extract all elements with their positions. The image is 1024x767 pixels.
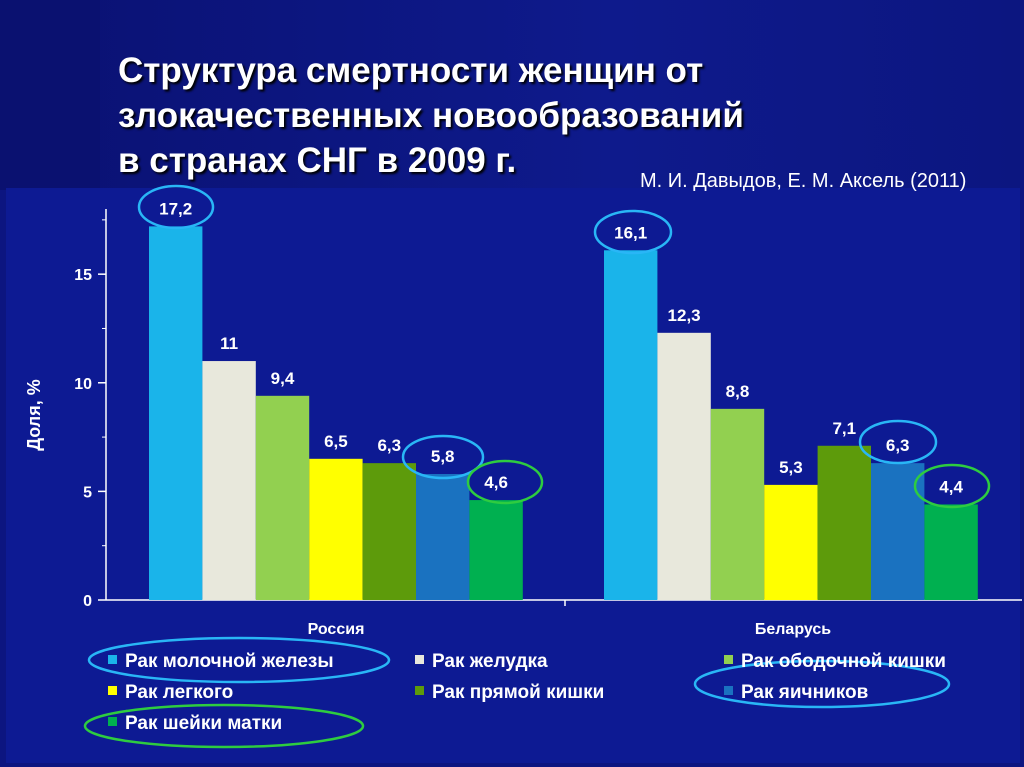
legend-swatch [108, 717, 117, 727]
y-tick-label: 5 [83, 484, 92, 501]
bar-value-label: 16,1 [614, 223, 647, 242]
legend-item: Рак яичников [724, 682, 868, 704]
bar-russia-5 [416, 474, 470, 600]
legend-item: Рак желудка [415, 651, 548, 673]
legend-swatch [415, 655, 424, 665]
y-axis-title: Доля, % [24, 379, 44, 451]
legend-label: Рак желудка [432, 651, 548, 672]
bar-value-label: 8,8 [726, 382, 750, 401]
bar-value-label: 6,3 [886, 436, 910, 455]
source-citation: М. И. Давыдов, Е. М. Аксель (2011) [640, 170, 967, 192]
x-category-label: Беларусь [755, 621, 831, 638]
legend-label: Рак легкого [125, 682, 234, 703]
title-line-2: злокачественных новообразований [118, 96, 744, 135]
slide-side-band [0, 0, 100, 190]
bar-russia-6 [469, 500, 523, 600]
legend-highlight-ovarian [693, 659, 951, 709]
highlight-ellipse-russia-ovarian [401, 434, 485, 480]
bar-value-label: 6,3 [377, 436, 401, 455]
legend-label: Рак яичников [741, 682, 869, 703]
bar-value-label: 5,3 [779, 458, 803, 477]
title-line-3: в странах СНГ в 2009 г. [118, 141, 517, 180]
bar-belarus-6 [924, 504, 978, 600]
bar-belarus-4 [817, 445, 871, 600]
slide-header-background [0, 0, 1024, 190]
bar-russia-1 [202, 361, 256, 600]
slide-title: Структура смертности женщин от злокачест… [118, 48, 878, 183]
legend-swatch [724, 655, 733, 665]
legend-swatch [108, 655, 117, 665]
bar-value-label: 7,1 [832, 419, 856, 438]
highlight-ellipse-russia-cervical [466, 459, 544, 505]
bar-belarus-2 [710, 408, 765, 600]
highlight-ellipse-russia-breast [137, 184, 215, 230]
bar-value-label: 12,3 [668, 306, 701, 325]
bar-russia-2 [255, 395, 310, 600]
title-line-1: Структура смертности женщин от [118, 51, 704, 90]
bar-belarus-0 [604, 250, 658, 600]
y-tick-label: 0 [83, 593, 92, 610]
legend-highlight-breast [87, 636, 391, 684]
bar-russia-0 [149, 226, 203, 600]
bar-belarus-3 [764, 484, 818, 600]
legend-label: Рак молочной железы [125, 651, 334, 672]
highlight-ellipse-belarus-breast [593, 209, 673, 255]
legend-label: Рак прямой кишки [432, 682, 605, 703]
legend-label: Рак ободочной кишки [741, 651, 946, 672]
legend-item: Рак прямой кишки [415, 682, 604, 704]
legend-item: Рак молочной железы [108, 651, 334, 673]
bar-value-label: 9,4 [271, 369, 295, 388]
y-tick-label: 15 [74, 267, 92, 284]
bar-value-label: 4,6 [484, 473, 508, 492]
bar-value-label: 5,8 [431, 447, 455, 466]
legend-swatch [108, 686, 117, 696]
bar-value-label: 6,5 [324, 432, 348, 451]
legend-highlight-cervical [83, 703, 365, 749]
legend-swatch [415, 686, 424, 696]
bar-value-label: 11 [220, 334, 238, 353]
bar-value-label: 17,2 [159, 199, 192, 218]
bar-russia-3 [309, 458, 363, 600]
bar-belarus-1 [657, 332, 711, 600]
x-category-label: Россия [308, 621, 365, 638]
bar-value-label: 4,4 [939, 477, 963, 496]
legend-swatch [724, 686, 733, 696]
legend-item: Рак ободочной кишки [724, 651, 946, 673]
legend-item: Рак легкого [108, 682, 233, 704]
y-tick-label: 10 [74, 376, 92, 393]
highlight-ellipse-belarus-cervical [913, 463, 991, 509]
bar-russia-4 [362, 463, 416, 600]
legend-label: Рак шейки матки [125, 713, 283, 734]
highlight-ellipse-belarus-ovarian [858, 419, 938, 465]
legend-item: Рак шейки матки [108, 713, 282, 735]
